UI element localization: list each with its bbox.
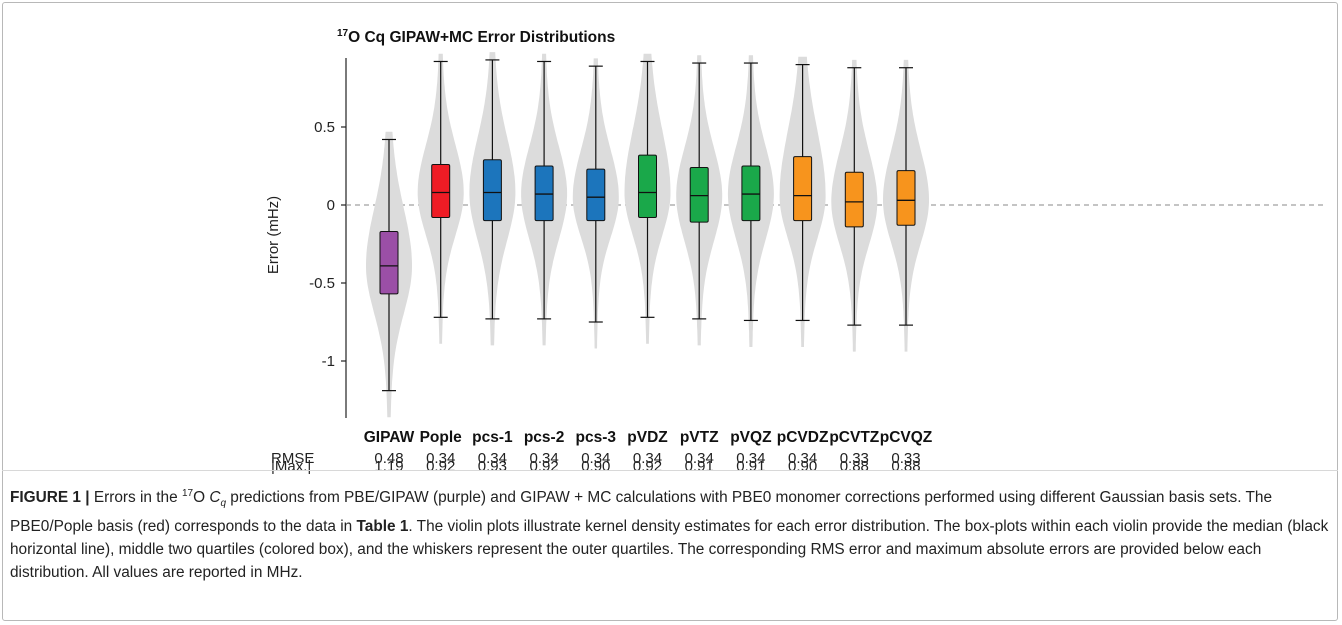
box-pCVQZ	[896, 170, 916, 226]
caption-label: FIGURE 1 |	[10, 489, 90, 507]
max-abs-value: 0.90	[581, 458, 610, 475]
category-label: pcs-3	[576, 429, 617, 446]
max-abs-value: 0.92	[633, 458, 662, 475]
rmse-value: 0.34	[426, 450, 455, 467]
box-pcs-1	[482, 159, 502, 222]
y-axis-label: Error (mHz)	[265, 196, 282, 274]
category-label: pVDZ	[627, 429, 668, 446]
box-pCVTZ	[844, 171, 864, 228]
rmse-value: 0.48	[374, 450, 403, 467]
max-abs-value: 1.19	[374, 458, 403, 475]
box-pVQZ	[741, 165, 761, 222]
y-tick-label: -1	[322, 353, 335, 370]
box-pVTZ	[689, 167, 709, 223]
max-abs-value: 0.91	[736, 458, 765, 475]
rmse-value: 0.34	[529, 450, 558, 467]
box-pCVDZ	[793, 156, 813, 222]
rmse-value: 0.34	[633, 450, 662, 467]
chart-title-sup: 17	[337, 28, 349, 39]
figure-caption: FIGURE 1 | Errors in the 17O Cq predicti…	[10, 482, 1330, 584]
max-row-label-visible: |Max.|	[271, 458, 311, 475]
caption-table-ref: Table 1	[356, 518, 409, 536]
box-plots	[379, 59, 916, 392]
max-abs-value: 0.92	[426, 458, 455, 475]
box-pcs-3	[586, 168, 606, 222]
rmse-value: 0.34	[788, 450, 817, 467]
chart-title-text: O Cq GIPAW+MC Error Distributions	[348, 29, 615, 46]
chart-title: 17O Cq GIPAW+MC Error Distributions	[337, 28, 615, 46]
caption-sup: 17	[181, 488, 194, 499]
y-tick-label: -0.5	[309, 275, 335, 292]
rmse-value: 0.34	[581, 450, 610, 467]
max-abs-value: 0.88	[840, 458, 869, 475]
category-label: Pople	[420, 429, 463, 446]
max-abs-values: 1.19 0.92 0.93 0.92 0.90 0.92 0.91 0.91 0.90 0.88…	[374, 458, 920, 475]
rmse-value: 0.34	[736, 450, 765, 467]
caption-divider	[2, 470, 1338, 471]
caption-cq-sub: q	[220, 498, 226, 510]
caption-text-1: Errors in the	[89, 489, 182, 507]
y-tick-label: 0.5	[314, 119, 335, 136]
y-tick-label: 0	[327, 197, 335, 214]
category-label: pCVQZ	[880, 429, 933, 446]
rmse-row-label: RMSE	[271, 450, 314, 467]
caption-text-2: O	[193, 489, 210, 507]
rmse-value: 0.33	[840, 450, 869, 467]
box-pVDZ	[638, 154, 657, 218]
max-abs-value: 0.88	[891, 458, 920, 475]
max-abs-value: 0.92	[529, 458, 558, 475]
rmse-value: 0.33	[891, 450, 920, 467]
box-GIPAW	[379, 231, 399, 295]
rmse-value: 0.34	[685, 450, 714, 467]
max-abs-value: 0.91	[685, 458, 714, 475]
max-abs-value: 0.93	[478, 458, 507, 475]
rmse-values: 0.48 0.34 0.34 0.34 0.34 0.34 0.34 0.34 0.34 0.33…	[374, 450, 920, 467]
category-label: pcs-1	[472, 429, 513, 446]
caption-cq: C	[209, 489, 221, 507]
caption-text-3: predictions from PBE/GIPAW (purple) and …	[10, 489, 1272, 536]
box-pcs-2	[534, 165, 554, 222]
rmse-value: 0.34	[478, 450, 507, 467]
category-label: pVTZ	[680, 429, 719, 446]
category-label: pCVTZ	[829, 429, 879, 446]
category-label: pCVDZ	[777, 429, 829, 446]
max-abs-value: 0.90	[788, 458, 817, 475]
box-Pople	[431, 163, 451, 218]
category-labels: GIPAW Pople pcs-1 pcs-2 pcs-3 pVDZ pVTZ pVQZ pCV…	[364, 429, 933, 446]
caption-text-4: . The violin plots illustrate kernel den…	[10, 518, 1329, 582]
violin-chart: 17O Cq GIPAW+MC Error Distributions Erro…	[265, 28, 1326, 467]
category-label: pcs-2	[524, 429, 565, 446]
category-label: pVQZ	[730, 429, 772, 446]
y-ticks: 0.5 0 -0.5 -1	[309, 119, 346, 370]
category-label: GIPAW	[364, 429, 415, 446]
